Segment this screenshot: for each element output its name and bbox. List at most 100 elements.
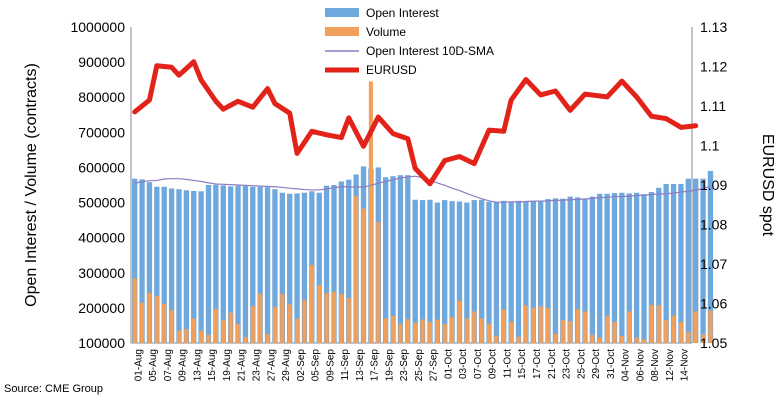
open-interest-bar <box>161 186 167 343</box>
volume-bar <box>258 293 263 343</box>
source-note: Source: CME Group <box>4 383 103 395</box>
open-interest-bar <box>287 193 293 343</box>
open-interest-bar <box>168 188 175 343</box>
left-axis-title: Open Interest / Volume (contracts) <box>23 63 40 307</box>
left-tick-label: 700000 <box>78 124 125 140</box>
volume-bar <box>494 335 499 343</box>
x-tick-label: 21-Oct <box>547 349 558 379</box>
open-interest-bar <box>250 186 256 343</box>
x-tick-label: 04-Nov <box>621 349 632 381</box>
open-interest-bar <box>685 178 691 343</box>
open-interest-bar <box>176 189 182 343</box>
eurusd-line <box>132 59 699 187</box>
x-tick-label: 19-Aug <box>222 349 233 381</box>
open-interest-bar <box>515 200 522 343</box>
right-tick-label: 1.07 <box>700 256 727 272</box>
open-interest-bar <box>456 201 463 343</box>
legend-swatch-open-interest <box>325 8 359 17</box>
volume-bar <box>339 294 344 343</box>
volume-bar <box>302 299 307 343</box>
open-interest-bar <box>301 192 308 343</box>
left-axis-ticks: 100000 200000 300000 400000 500000 600000 7000… <box>70 19 125 351</box>
volume-bar <box>228 312 233 343</box>
left-tick-label: 800000 <box>78 89 125 105</box>
open-interest-bar <box>442 200 448 343</box>
volume-bar <box>383 318 388 343</box>
x-tick-label: 05-Sep <box>311 349 322 382</box>
volume-bar <box>191 318 196 343</box>
volume-bar <box>354 196 359 343</box>
volume-bar <box>324 292 329 343</box>
left-tick-label: 200000 <box>78 300 125 316</box>
open-interest-bar <box>205 185 212 343</box>
open-interest-bar <box>338 181 345 343</box>
right-tick-label: 1.09 <box>700 177 727 193</box>
x-tick-label: 07-Oct <box>473 349 484 379</box>
volume-bar <box>678 321 683 343</box>
legend-swatch-volume <box>325 27 359 36</box>
open-interest-bar <box>464 202 470 343</box>
volume-bar <box>213 308 218 343</box>
open-interest-bar <box>633 192 640 343</box>
open-interest-bar <box>397 175 404 343</box>
volume-bar <box>442 324 447 343</box>
volume-bar <box>376 221 381 343</box>
volume-bar <box>317 285 322 343</box>
open-interest-bar <box>538 200 544 343</box>
open-interest-bar <box>139 179 145 343</box>
x-tick-label: 13-Sep <box>355 349 366 382</box>
volume-bar <box>627 311 632 343</box>
x-tick-label: 12-Nov <box>665 349 676 381</box>
right-axis-ticks: 1.05 1.06 1.07 1.08 1.09 1.1 1.11 1.12 1.13 <box>700 19 727 351</box>
open-interest-bar <box>449 201 455 343</box>
open-interest-bar <box>670 183 677 343</box>
volume-bar <box>560 320 565 343</box>
x-tick-label: 29-Oct <box>591 349 602 379</box>
open-interest-bar <box>700 178 706 343</box>
volume-bar <box>272 307 278 343</box>
open-interest-bar <box>183 190 190 343</box>
left-tick-label: 1000000 <box>70 19 125 35</box>
x-tick-label: 11-Oct <box>502 349 513 378</box>
x-tick-label: 14-Nov <box>680 349 691 381</box>
open-interest-bar <box>235 185 241 343</box>
open-interest-bar <box>648 192 655 343</box>
volume-bar <box>250 306 255 343</box>
volume-bar <box>479 318 484 343</box>
volume-bar <box>435 319 440 343</box>
volume-bar <box>140 302 145 343</box>
right-tick-label: 1.12 <box>700 59 727 75</box>
volume-bar <box>361 208 366 343</box>
left-tick-label: 600000 <box>78 159 125 175</box>
open-interest-bar <box>264 187 271 343</box>
open-interest-bar <box>419 200 426 343</box>
x-tick-label: 03-Oct <box>458 349 469 379</box>
right-tick-label: 1.11 <box>700 98 726 114</box>
open-interest-bar <box>427 199 433 343</box>
volume-bar <box>708 310 713 343</box>
legend-label-volume: Volume <box>366 25 406 39</box>
volume-bar <box>413 322 418 343</box>
volume-bar <box>545 307 551 343</box>
volume-bar <box>538 306 543 343</box>
x-tick-label: 01-Aug <box>133 349 144 381</box>
open-interest-bar <box>154 186 160 343</box>
volume-bar <box>472 311 477 343</box>
volume-bar <box>309 265 314 343</box>
x-tick-label: 25-Sep <box>414 349 425 382</box>
open-interest-bar <box>567 196 573 343</box>
open-interest-bar <box>146 182 153 343</box>
legend-label-open-interest: Open Interest <box>366 6 439 20</box>
x-tick-label: 09-Sep <box>325 349 336 382</box>
volume-bar <box>575 309 580 343</box>
legend: Open Interest Volume Open Interest 10D-S… <box>325 6 494 77</box>
volume-bar <box>649 305 654 343</box>
volume-bar <box>553 333 558 343</box>
volume-bar <box>619 335 624 343</box>
volume-bar <box>331 291 337 343</box>
open-interest-bar <box>242 186 249 343</box>
legend-label-eurusd: EURUSD <box>366 63 417 77</box>
volume-bar <box>516 336 521 343</box>
open-interest-bar <box>523 201 529 343</box>
open-interest-bars <box>132 166 714 343</box>
